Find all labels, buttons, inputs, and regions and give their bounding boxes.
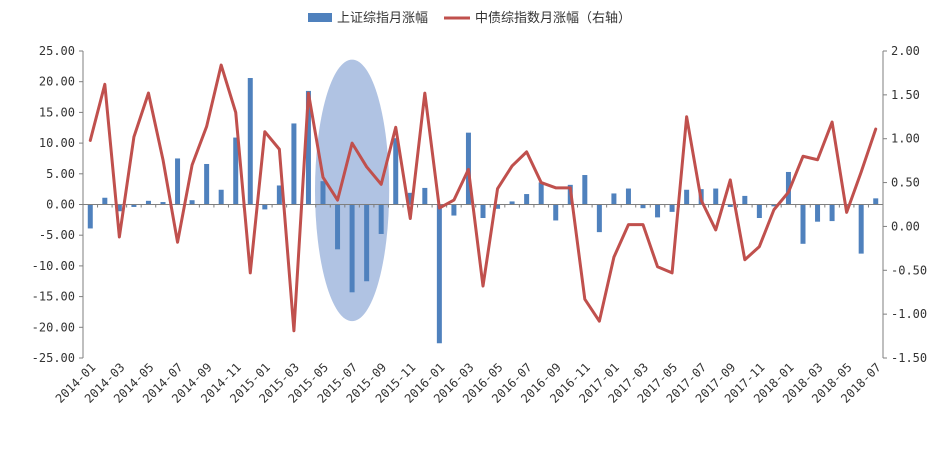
bars-layer: [87, 78, 879, 344]
bar-2014-06: [160, 202, 166, 205]
bar-2017-09: [727, 204, 733, 207]
bar-2015-12: [422, 187, 428, 205]
line-series-bond-index: [88, 63, 878, 333]
left-tick-label: -25.00: [32, 351, 75, 365]
left-tick-label: -5.00: [39, 228, 75, 242]
right-tick-label: 1.50: [891, 88, 920, 102]
right-axis-tick-labels: 2.00 1.50 1.00 0.50 0.00 -0.50 -1.00 -1.50: [891, 44, 927, 365]
bar-2015-08: [364, 204, 370, 282]
bar-2015-09: [378, 204, 384, 234]
bar-2014-12: [247, 78, 253, 205]
bar-2015-03: [291, 123, 297, 205]
bar-2016-02: [451, 204, 457, 216]
bar-2017-08: [713, 188, 719, 205]
bar-2017-02: [625, 188, 631, 205]
right-tick-label: -0.50: [891, 263, 927, 277]
bar-2015-02: [276, 185, 282, 205]
legend-label-bar: 上证综指月涨幅: [337, 11, 428, 26]
right-tick-label: 0.50: [891, 176, 920, 190]
bar-2014-11: [233, 137, 239, 205]
bar-2014-10: [218, 189, 224, 205]
bar-2015-11: [407, 192, 413, 205]
bar-2016-11: [582, 175, 588, 205]
left-tick-label: 0.00: [46, 198, 75, 212]
bar-2016-05: [495, 204, 501, 209]
legend: 上证综指月涨幅 中债综指数月涨幅（右轴）: [308, 11, 631, 26]
bar-2017-04: [655, 204, 661, 218]
bar-2017-06: [684, 189, 690, 205]
axes-layer: [79, 50, 887, 359]
bar-2015-07: [349, 204, 355, 293]
right-tick-label: 1.00: [891, 132, 920, 146]
left-tick-label: -10.00: [32, 259, 75, 273]
left-tick-label: 15.00: [39, 105, 75, 119]
left-tick-label: -20.00: [32, 320, 75, 334]
right-tick-label: -1.50: [891, 351, 927, 365]
bar-2015-06: [335, 204, 341, 250]
right-tick-label: 2.00: [891, 44, 920, 58]
bar-2017-12: [771, 204, 777, 207]
bar-2018-02: [800, 204, 806, 244]
legend-swatch-bar: [308, 13, 332, 22]
bar-2014-02: [102, 197, 108, 205]
bar-2016-06: [509, 201, 515, 205]
bar-2016-09: [553, 204, 559, 221]
bar-2014-07: [175, 158, 181, 205]
legend-label-line: 中债综指数月涨幅（右轴）: [475, 11, 631, 26]
left-tick-label: 20.00: [39, 75, 75, 89]
bar-2018-03: [815, 204, 821, 222]
bar-2014-01: [87, 204, 93, 229]
right-tick-label: -1.00: [891, 307, 927, 321]
left-tick-label: 5.00: [46, 167, 75, 181]
bar-2017-03: [640, 204, 646, 209]
bar-2015-04: [305, 90, 311, 205]
left-axis-tick-labels: 25.00 20.00 15.00 10.00 5.00 0.00 -5.00 -10.00 -…: [32, 44, 75, 365]
bar-2016-12: [596, 204, 602, 233]
bar-2017-10: [742, 195, 748, 205]
bar-2015-05: [320, 181, 326, 205]
bar-2018-04: [829, 204, 835, 222]
bar-2016-01: [436, 204, 442, 344]
left-tick-label: 10.00: [39, 136, 75, 150]
bar-2016-04: [480, 204, 486, 219]
bar-2018-06: [858, 204, 864, 254]
x-axis-tick-labels: 2014-012014-032014-052014-072014-092014-…: [53, 360, 884, 406]
bar-2014-08: [189, 200, 195, 205]
bar-2015-01: [262, 204, 268, 210]
bar-2014-05: [145, 200, 151, 205]
left-tick-label: 25.00: [39, 44, 75, 58]
bar-2017-05: [669, 204, 675, 212]
annotations-layer: [315, 59, 390, 322]
bar-2016-08: [538, 182, 544, 205]
left-tick-label: -15.00: [32, 290, 75, 304]
right-tick-label: 0.00: [891, 219, 920, 233]
bar-2018-07: [873, 198, 879, 205]
highlight-ellipse: [315, 59, 390, 322]
bar-2017-01: [611, 193, 617, 205]
bar-2016-07: [524, 194, 530, 205]
bar-2014-04: [131, 204, 137, 207]
bar-2014-09: [204, 163, 210, 205]
bar-2017-11: [756, 204, 762, 219]
bar-2015-10: [393, 138, 399, 205]
bar-2014-03: [116, 204, 122, 212]
line-layer: [88, 63, 878, 333]
